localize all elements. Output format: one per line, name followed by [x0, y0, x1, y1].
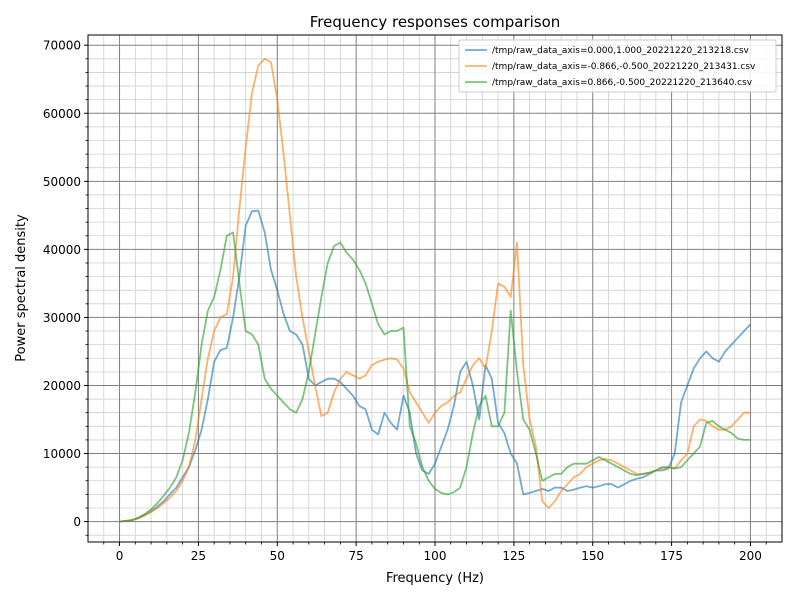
legend-label-1: /tmp/raw_data_axis=0.000,1.000_20221220_… [492, 46, 750, 56]
y-tick-label: 50000 [43, 175, 81, 189]
x-axis-ticks: 0 25 50 75 100 125 150 175 200 [103, 542, 767, 563]
chart-title: Frequency responses comparison [310, 13, 561, 31]
x-tick-label: 125 [502, 549, 525, 563]
y-tick-label: 0 [73, 515, 81, 529]
legend: /tmp/raw_data_axis=0.000,1.000_20221220_… [458, 39, 777, 93]
y-tick-label: 70000 [43, 39, 81, 53]
legend-label-2: /tmp/raw_data_axis=-0.866,-0.500_2022122… [492, 62, 756, 72]
series-line-3 [119, 231, 751, 523]
y-tick-label: 10000 [43, 447, 81, 461]
x-tick-label: 175 [660, 549, 683, 563]
y-axis-ticks: 0 10000 20000 30000 40000 50000 60000 70000 [43, 39, 88, 536]
y-tick-label: 40000 [43, 243, 81, 257]
y-axis-label: Power spectral density [14, 214, 29, 362]
y-tick-label: 30000 [43, 311, 81, 325]
x-tick-label: 50 [270, 549, 285, 563]
x-tick-label: 100 [424, 549, 447, 563]
legend-box [458, 39, 777, 93]
major-grid [88, 35, 782, 542]
x-tick-label: 75 [348, 549, 363, 563]
x-tick-label: 200 [739, 549, 762, 563]
legend-label-3: /tmp/raw_data_axis=0.866,-0.500_20221220… [492, 78, 753, 88]
plot-area [87, 34, 783, 543]
x-axis-label: Frequency (Hz) [386, 571, 484, 586]
x-tick-label: 25 [191, 549, 206, 563]
y-tick-label: 20000 [43, 379, 81, 393]
x-tick-label: 150 [581, 549, 604, 563]
series-line-1 [119, 209, 752, 523]
y-tick-label: 60000 [43, 107, 81, 121]
series-lines [119, 57, 752, 523]
x-tick-label: 0 [116, 549, 124, 563]
